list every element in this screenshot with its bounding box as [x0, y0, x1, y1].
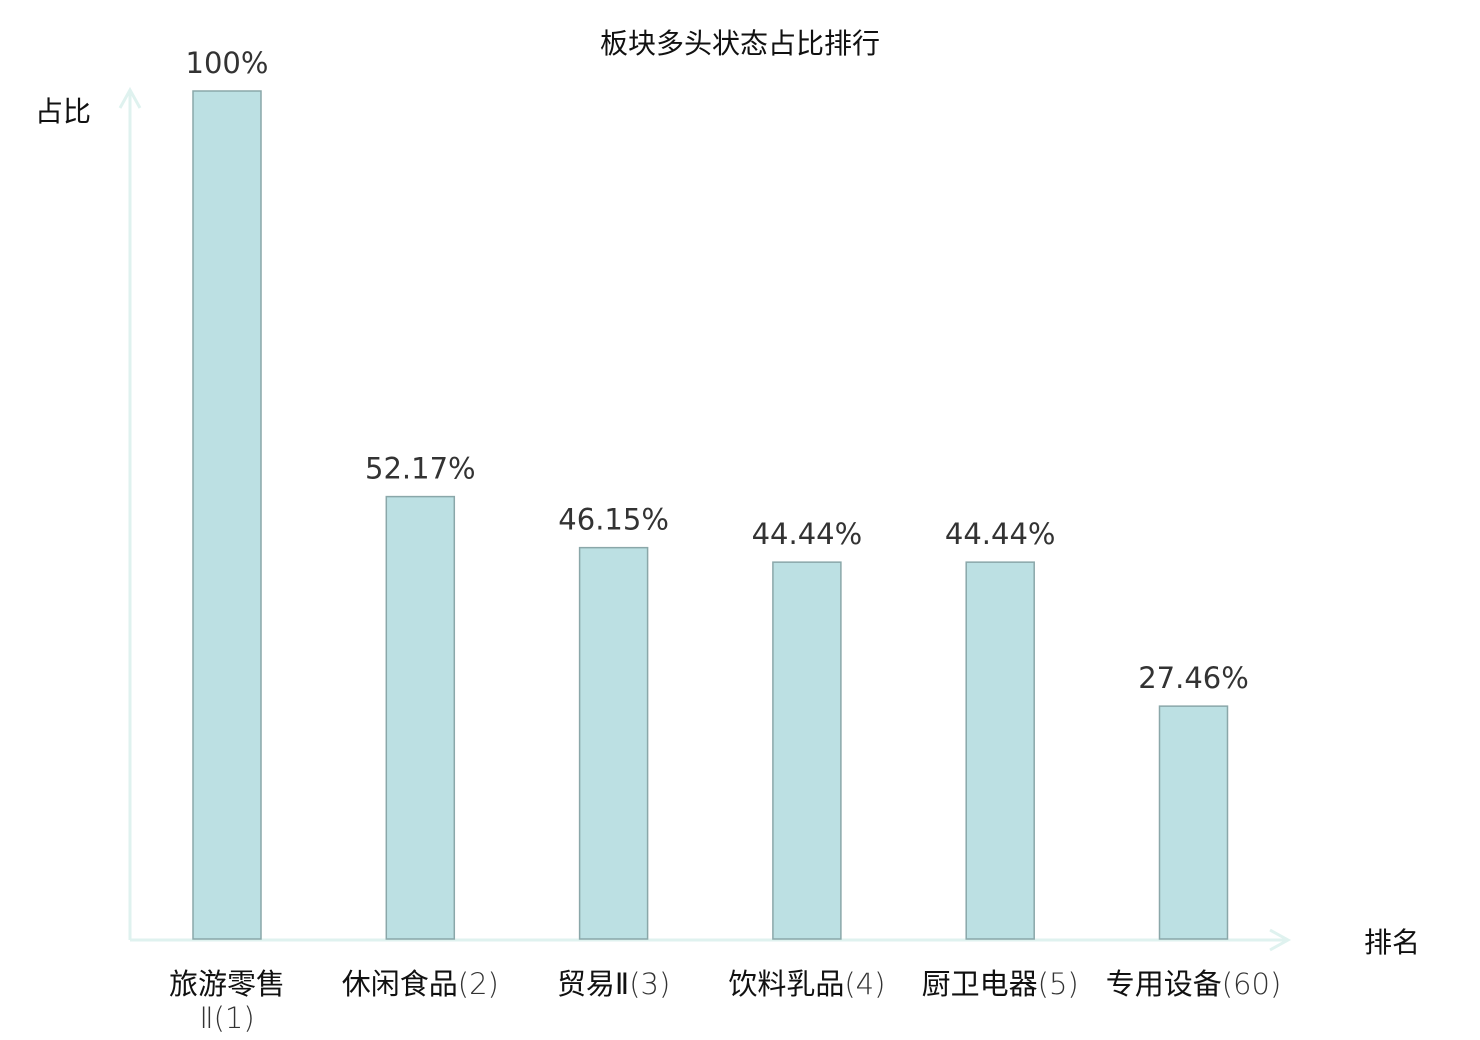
bar — [578, 546, 649, 940]
x-tick-label: 饮料乳品(4) — [728, 967, 885, 1001]
tick-rank: (60) — [1222, 967, 1282, 1001]
data-label: 44.44% — [945, 517, 1056, 551]
data-label: 46.15% — [558, 503, 669, 537]
data-label: 100% — [186, 46, 269, 80]
tick-name: 厨卫电器 — [922, 967, 1038, 1001]
data-label: 44.44% — [752, 517, 863, 551]
bar — [1158, 705, 1229, 940]
data-label: 27.46% — [1138, 661, 1249, 695]
bar — [192, 90, 262, 940]
bar — [965, 561, 1035, 940]
tick-name: 贸易Ⅱ — [557, 967, 629, 1001]
x-tick-label: 休闲食品(2) — [342, 967, 499, 1001]
tick-rank: (4) — [844, 967, 885, 1001]
tick-rank: (3) — [629, 967, 670, 1001]
bar — [385, 495, 456, 940]
x-tick-label: 厨卫电器(5) — [922, 967, 1079, 1001]
bar — [772, 561, 842, 940]
x-tick-label: 旅游零售 Ⅱ(1) — [169, 967, 285, 1035]
x-tick-label: 贸易Ⅱ(3) — [557, 967, 670, 1001]
y-axis-arrow-icon — [118, 86, 142, 109]
tick-rank: (2) — [458, 967, 499, 1001]
axes — [118, 86, 1292, 952]
chart-title: 板块多头状态占比排行 — [600, 27, 880, 60]
y-axis-label: 占比 — [35, 95, 91, 128]
tick-name: 旅游零售 — [169, 967, 285, 1001]
tick-name: 专用设备 — [1106, 967, 1222, 1001]
tick-rank: Ⅱ — [199, 1001, 213, 1035]
data-label: 52.17% — [365, 452, 476, 486]
tick-rank: (1) — [214, 1001, 255, 1035]
x-axis-label: 排名 — [1364, 926, 1420, 959]
x-axis-arrow-icon — [1269, 928, 1292, 952]
tick-name: 休闲食品 — [342, 967, 458, 1001]
tick-rank: (5) — [1038, 967, 1079, 1001]
x-tick-label: 专用设备(60) — [1106, 967, 1282, 1001]
tick-name: 饮料乳品 — [728, 967, 844, 1001]
